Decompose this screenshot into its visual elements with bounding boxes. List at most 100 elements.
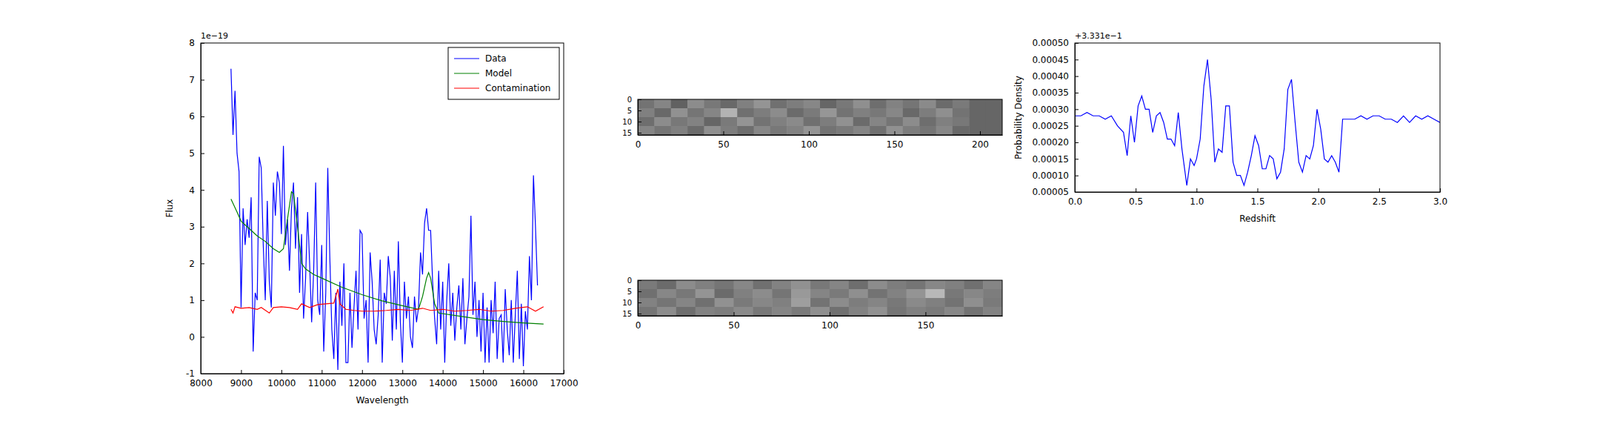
tick-mark (637, 302, 642, 303)
heatmap-cell (714, 288, 735, 299)
tick-mark (1196, 188, 1198, 192)
tick: 0 (188, 331, 205, 343)
heatmap-cell (925, 306, 945, 316)
tick: 0.00040 (1031, 71, 1079, 82)
tick-mark (637, 121, 642, 123)
tick-mark (1074, 59, 1079, 60)
heatmap-cell (720, 99, 738, 109)
heatmap-cell (733, 280, 753, 290)
tick: 0 (627, 276, 642, 285)
heatmap-cell (770, 99, 788, 109)
axis-line (201, 373, 565, 375)
tick: 0 (627, 95, 642, 104)
tick-label: -1 (185, 368, 195, 379)
y-axis: 051015 (622, 95, 642, 138)
tick-mark (722, 131, 724, 135)
tick: 15 (622, 309, 642, 318)
tick: 50 (728, 311, 740, 331)
heatmap-cell (771, 297, 792, 308)
tick-mark (1074, 42, 1079, 44)
heatmap-cell (803, 125, 821, 135)
tick: 1.5 (1250, 188, 1265, 207)
legend-label: Contamination (485, 82, 551, 94)
tick-mark (200, 189, 205, 191)
heatmap-cell (820, 125, 838, 135)
plot-frame (1074, 42, 1440, 192)
tick-mark (402, 369, 403, 374)
tick-mark (563, 369, 565, 374)
heatmap-cell (919, 99, 937, 109)
heatmap-cell (671, 117, 689, 127)
tick-label: 50 (717, 139, 729, 150)
heatmap-cell (985, 108, 1003, 118)
heatmap-cell (820, 99, 838, 109)
tick-mark (829, 311, 831, 316)
heatmap-cell (714, 297, 735, 308)
heatmap-cell (820, 108, 838, 118)
tick: 10 (622, 298, 642, 307)
heatmap-cell (868, 288, 888, 299)
heatmap-cell (848, 306, 869, 316)
tick-mark (637, 313, 642, 315)
tick: 150 (886, 131, 904, 150)
heatmap-cell (770, 108, 788, 118)
tick: 100 (800, 131, 818, 150)
y-axis: 051015 (622, 276, 642, 318)
tick: 10000 (267, 369, 296, 389)
tick-label: 3 (188, 221, 195, 232)
tick: -1 (185, 368, 205, 379)
tick-label: 50 (728, 320, 740, 331)
heatmap-cell (695, 306, 715, 316)
heatmap-cell (737, 108, 755, 118)
heatmap-cell (887, 288, 907, 299)
axis-offset-text: 1e−19 (200, 31, 229, 41)
tick-mark (1074, 142, 1079, 143)
tick-mark (1257, 188, 1259, 192)
heatmap-cell (803, 99, 821, 109)
tick: 0.00045 (1031, 54, 1079, 66)
heatmap-cell (803, 108, 821, 118)
tick-mark (733, 311, 735, 316)
heatmap-cell (906, 297, 926, 308)
heatmap-cell (637, 125, 655, 135)
tick-label: 9000 (230, 377, 254, 389)
tick-label: 2 (188, 258, 195, 269)
heatmap-cell (770, 125, 788, 135)
tick-label: 0.00005 (1031, 186, 1069, 198)
tick-label: 0.00035 (1031, 87, 1069, 98)
tick-label: 1.0 (1189, 196, 1204, 207)
tick-label: 3.0 (1433, 196, 1448, 207)
heatmap-cell (657, 297, 677, 308)
x-axis: 050100150200 (635, 131, 1003, 150)
heatmap-cell (887, 297, 907, 308)
heatmap-cell (925, 280, 945, 290)
heatmap-cell (982, 288, 1003, 299)
tick-label: 15000 (469, 377, 498, 389)
heatmap-cell (657, 306, 677, 316)
heatmap-cell (810, 306, 830, 316)
heatmap-cell (902, 99, 920, 109)
tick-mark (1074, 175, 1079, 177)
heatmap-cell (952, 117, 970, 127)
heatmap-cell (836, 117, 854, 127)
tick-mark (240, 369, 242, 374)
tick-mark (200, 42, 205, 44)
tick: 200 (971, 131, 989, 150)
heatmap-cell (848, 280, 869, 290)
tick: 50 (717, 131, 729, 150)
heatmap-cell (654, 125, 672, 135)
tick: 11000 (308, 369, 337, 389)
heatmap-cell (637, 297, 658, 308)
heatmap-cell (791, 280, 811, 290)
series-line (231, 288, 544, 313)
heatmap-cell (687, 117, 705, 127)
tick-mark (980, 131, 981, 135)
tick-label: 1.5 (1250, 196, 1265, 207)
heatmap-cell (771, 306, 792, 316)
tick-mark (200, 373, 205, 375)
tick-label: 0.00040 (1031, 71, 1069, 82)
heatmap-cell (791, 297, 811, 308)
plot-area (1074, 59, 1440, 186)
tick-label: 0.00050 (1031, 37, 1069, 49)
tick: 6 (188, 111, 205, 122)
